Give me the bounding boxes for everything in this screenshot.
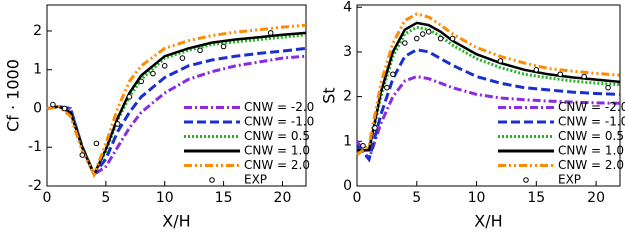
data-point [390,71,396,78]
y-tick-label: 4 [343,0,352,15]
data-point [497,58,504,64]
data-point [402,40,408,46]
legend-label: CNW = 2.0 [558,158,624,172]
legend-label: CNW = 1.0 [558,144,624,158]
data-point [197,47,203,54]
y-tick-label: 0 [343,178,352,194]
x-tick-label: 10 [468,190,486,206]
x-tick-label: 0 [43,190,52,206]
legend-marker [209,177,215,183]
legend-label: CNW = -2.0 [558,100,625,114]
data-point [61,105,68,112]
data-line [356,12,621,156]
data-line [357,25,621,152]
data-point [267,30,274,36]
legend-label: CNW = 0.5 [558,129,624,143]
x-tick-label: 20 [587,190,605,206]
x-tick-label: 10 [156,190,174,206]
data-point [50,101,56,108]
y-tick-label: 2 [33,23,42,39]
data-point [581,73,587,80]
y-tick-label: -1 [28,139,42,155]
y-tick-label: 2 [343,89,352,105]
data-point [557,71,564,78]
data-point [79,152,86,158]
plot-frame [46,4,307,187]
data-point [533,67,540,73]
x-tick-label: 5 [101,190,110,206]
data-point [126,94,133,100]
data-line [46,31,307,178]
data-point [384,84,390,91]
legend-label: EXP [558,173,581,187]
legend-label: CNW = 1.0 [244,144,310,158]
data-point [114,121,121,127]
x-tick-label: 15 [215,190,233,206]
data-point [179,55,186,61]
x-tick-label: 5 [412,190,421,206]
x-tick-label: 0 [353,190,362,206]
data-point [413,35,420,42]
data-line [355,74,621,163]
data-point [138,78,144,85]
legend-label: EXP [244,173,267,187]
data-point [449,35,456,42]
legend-label: CNW = -1.0 [558,115,625,129]
y-tick-label: 1 [343,133,352,149]
data-point [419,31,426,37]
data-point [220,43,227,50]
plot-frame [356,4,621,187]
data-point [372,125,378,131]
data-point [93,140,100,147]
data-point [425,29,432,35]
x-axis-label: X/H [474,212,502,231]
y-tick-label: 0 [33,100,42,116]
data-point [150,70,156,77]
y-tick-label: 1 [33,62,42,78]
legend-label: CNW = -1.0 [244,115,314,129]
legend-label: CNW = 0.5 [244,129,310,143]
y-axis-label: St [320,87,339,103]
x-tick-label: 20 [274,190,292,206]
data-point [161,63,168,69]
data-line [355,48,621,163]
legend-label: CNW = -2.0 [244,100,314,114]
legend-label: CNW = 2.0 [244,158,310,172]
x-axis-label: X/H [162,212,190,231]
y-axis-label: Cf · 1000 [4,59,23,132]
y-tick-label: 3 [343,44,352,60]
legend-marker [523,177,529,183]
data-point [605,84,611,91]
data-line [46,23,307,179]
x-tick-label: 15 [527,190,545,206]
y-tick-label: -2 [28,178,42,194]
data-point [437,35,444,42]
data-point [360,142,366,149]
